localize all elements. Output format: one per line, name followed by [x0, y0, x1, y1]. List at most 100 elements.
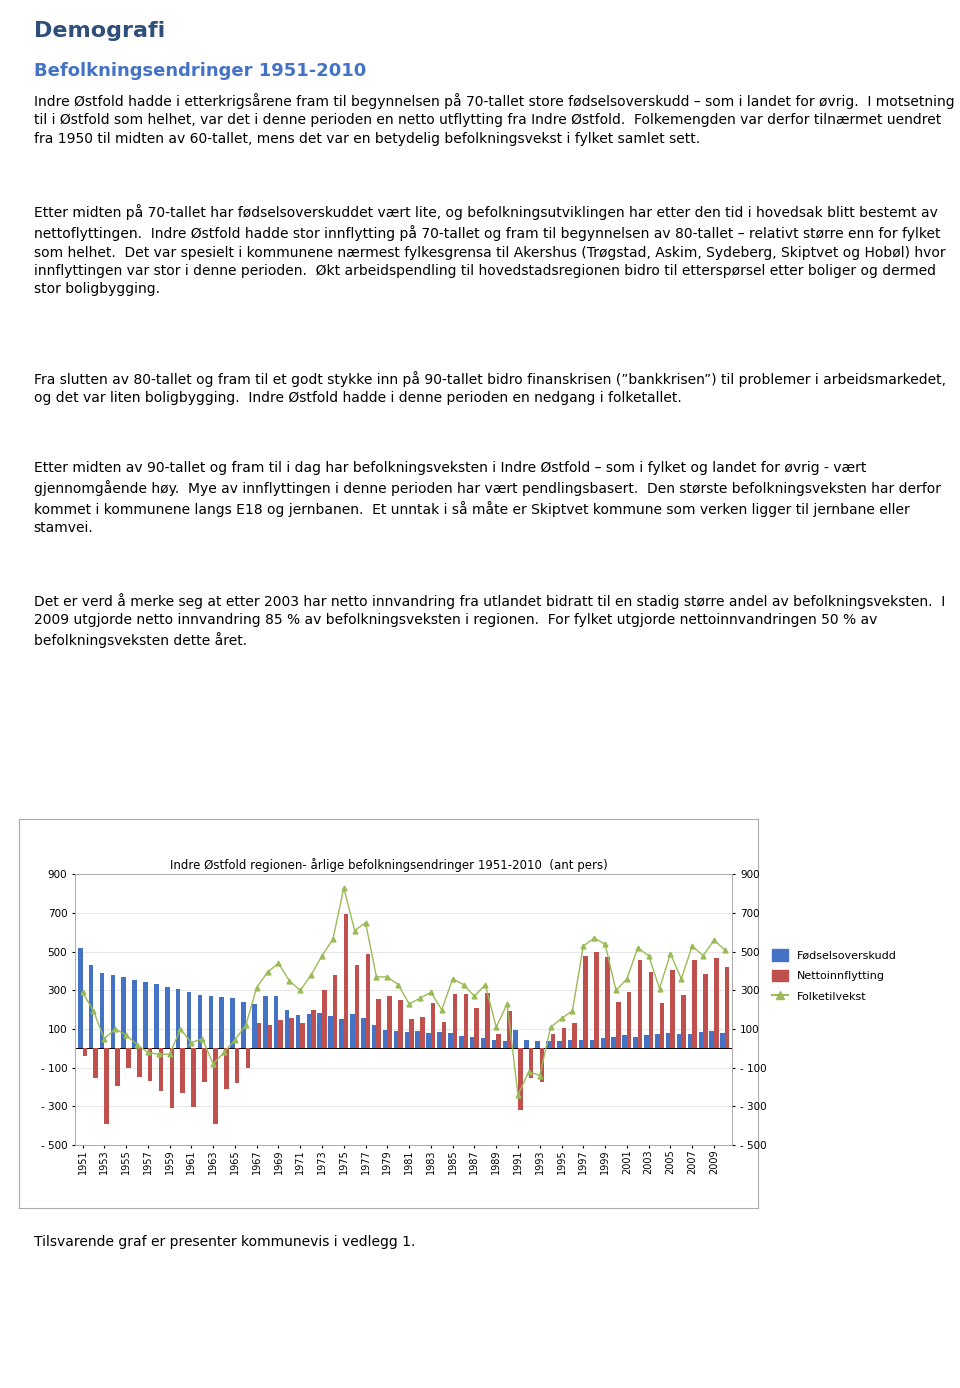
- Bar: [83, 1048, 87, 1056]
- Bar: [165, 987, 170, 1048]
- Bar: [394, 1031, 398, 1048]
- Bar: [230, 998, 235, 1048]
- Bar: [709, 1031, 714, 1048]
- Bar: [459, 1035, 464, 1048]
- Bar: [557, 1041, 562, 1048]
- Bar: [143, 981, 148, 1048]
- Bar: [655, 1034, 660, 1048]
- Bar: [89, 965, 93, 1048]
- Bar: [426, 1033, 431, 1048]
- Bar: [278, 1020, 283, 1048]
- Bar: [703, 974, 708, 1048]
- Bar: [627, 992, 632, 1048]
- Bar: [409, 1019, 414, 1048]
- Folketilvekst: [295, 983, 306, 999]
- Folketilvekst: [491, 1019, 502, 1035]
- Bar: [105, 1048, 108, 1124]
- Bar: [518, 1048, 522, 1110]
- Bar: [725, 967, 730, 1048]
- Bar: [529, 1048, 534, 1078]
- Bar: [594, 952, 599, 1048]
- Text: 7: 7: [868, 1342, 879, 1359]
- Bar: [670, 970, 675, 1048]
- Bar: [176, 988, 180, 1048]
- Bar: [191, 1048, 196, 1108]
- Bar: [78, 948, 83, 1048]
- Bar: [344, 915, 348, 1048]
- Text: Etter midten på 70-tallet har fødselsoverskuddet vært lite, og befolkningsutvikl: Etter midten på 70-tallet har fødselsove…: [34, 204, 946, 296]
- Bar: [115, 1048, 120, 1087]
- Bar: [584, 956, 588, 1048]
- Folketilvekst: [513, 1087, 524, 1103]
- Bar: [492, 1040, 496, 1048]
- Bar: [158, 1048, 163, 1091]
- Bar: [198, 995, 203, 1048]
- Bar: [246, 1048, 251, 1067]
- Bar: [311, 1010, 316, 1048]
- Text: Indre Østfold regionen- årlige befolkningsendringer 1951-2010  (ant pers): Indre Østfold regionen- årlige befolknin…: [170, 858, 608, 872]
- Bar: [268, 1026, 273, 1048]
- Bar: [306, 1013, 311, 1048]
- Text: Indre Østfold hadde i etterkrigsårene fram til begynnelsen på 70-tallet store fø: Indre Østfold hadde i etterkrigsårene fr…: [34, 93, 954, 146]
- Folketilvekst: [719, 941, 731, 958]
- Bar: [318, 1013, 322, 1048]
- Bar: [289, 1019, 294, 1048]
- Text: Befolkningsendringer 1951-2010: Befolkningsendringer 1951-2010: [34, 62, 366, 81]
- Bar: [354, 965, 359, 1048]
- Bar: [170, 1048, 174, 1109]
- Bar: [208, 997, 213, 1048]
- Bar: [692, 960, 697, 1048]
- Bar: [187, 992, 191, 1048]
- Bar: [420, 1016, 424, 1048]
- Folketilvekst: [77, 984, 88, 1001]
- Bar: [442, 1023, 446, 1048]
- Text: Det er verd å merke seg at etter 2003 har netto innvandring fra utlandet bidratt: Det er verd å merke seg at etter 2003 ha…: [34, 593, 945, 648]
- Bar: [714, 958, 718, 1048]
- Bar: [383, 1030, 387, 1048]
- Bar: [387, 997, 392, 1048]
- Bar: [535, 1041, 540, 1048]
- Text: Etter midten av 90-tallet og fram til i dag har befolkningsveksten i Indre Østfo: Etter midten av 90-tallet og fram til i …: [34, 461, 941, 536]
- Bar: [601, 1038, 605, 1048]
- Bar: [398, 1001, 403, 1048]
- Bar: [252, 1004, 256, 1048]
- Bar: [502, 1041, 507, 1048]
- Bar: [649, 972, 653, 1048]
- Bar: [333, 974, 338, 1048]
- Bar: [469, 1037, 474, 1048]
- Bar: [296, 1015, 300, 1048]
- Folketilvekst: [185, 1034, 197, 1051]
- Bar: [622, 1035, 627, 1048]
- Bar: [350, 1013, 354, 1048]
- Bar: [637, 959, 642, 1048]
- Bar: [203, 1048, 206, 1083]
- Line: Folketilvekst: Folketilvekst: [80, 886, 728, 1098]
- Bar: [235, 1048, 239, 1083]
- Bar: [464, 994, 468, 1048]
- Bar: [122, 977, 126, 1048]
- Bar: [481, 1038, 486, 1048]
- Bar: [372, 1026, 376, 1048]
- Bar: [376, 999, 381, 1048]
- Text: Fra slutten av 80-tallet og fram til et godt stykke inn på 90-tallet bidro finan: Fra slutten av 80-tallet og fram til et …: [34, 371, 946, 405]
- Bar: [132, 980, 137, 1048]
- Bar: [110, 974, 115, 1048]
- Bar: [180, 1048, 185, 1092]
- Bar: [437, 1033, 442, 1048]
- Bar: [93, 1048, 98, 1078]
- Bar: [634, 1037, 637, 1048]
- Bar: [155, 984, 158, 1048]
- Bar: [256, 1023, 261, 1048]
- Bar: [682, 995, 685, 1048]
- Bar: [605, 956, 610, 1048]
- Bar: [137, 1048, 141, 1077]
- Bar: [687, 1034, 692, 1048]
- Folketilvekst: [283, 973, 295, 990]
- Text: Demografi: Demografi: [34, 21, 165, 40]
- Bar: [241, 1002, 246, 1048]
- Bar: [453, 994, 457, 1048]
- Folketilvekst: [262, 963, 274, 980]
- Bar: [562, 1029, 566, 1048]
- Bar: [551, 1034, 555, 1048]
- Bar: [361, 1017, 366, 1048]
